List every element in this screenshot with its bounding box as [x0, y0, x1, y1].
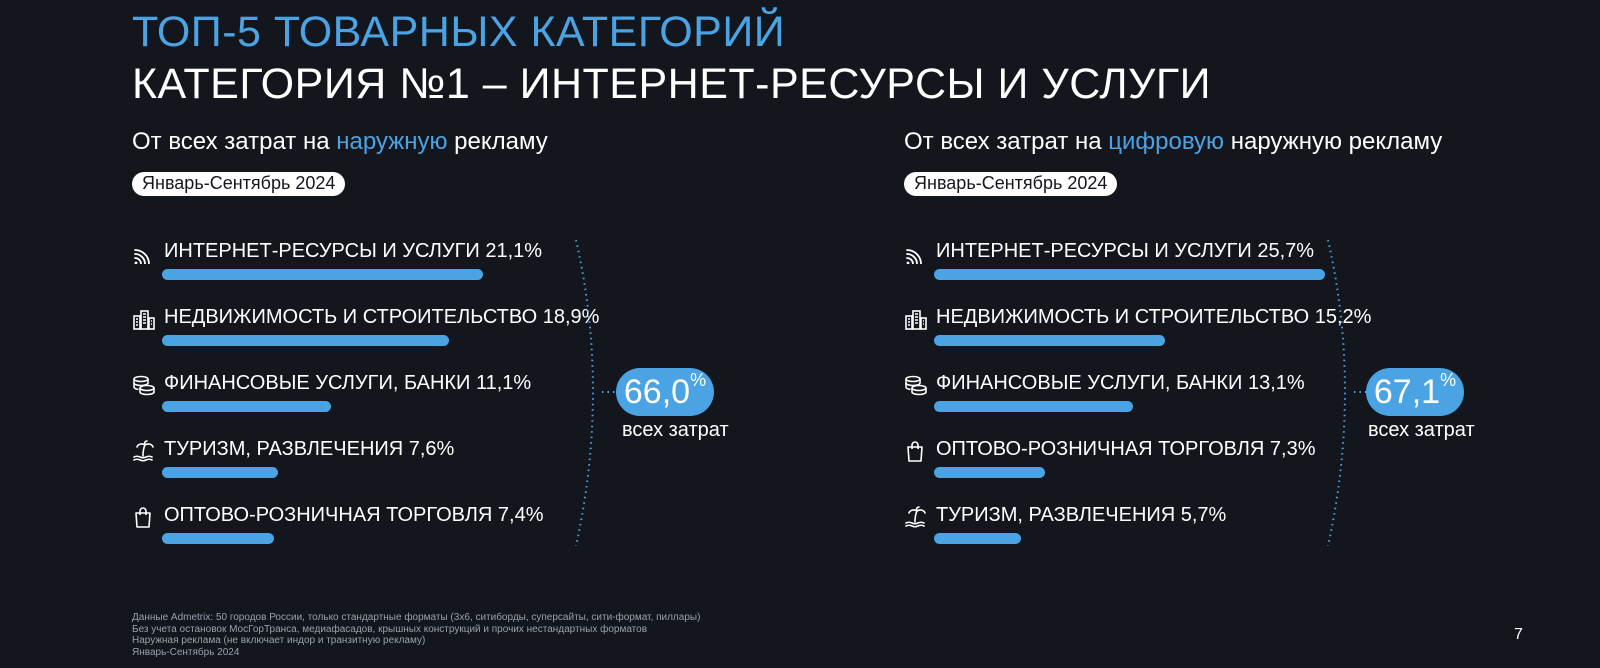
chart-panel-digital: От всех затрат на цифровую наружную рекл… — [904, 128, 1600, 568]
palm-beach-icon — [132, 440, 156, 464]
chart-title-prefix: От всех затрат на — [904, 128, 1109, 155]
coins-icon — [132, 374, 156, 398]
category-label: НЕДВИЖИМОСТЬ И СТРОИТЕЛЬСТВО 15,2% — [936, 306, 1372, 328]
category-label: НЕДВИЖИМОСТЬ И СТРОИТЕЛЬСТВО 18,9% — [164, 306, 600, 328]
category-row: НЕДВИЖИМОСТЬ И СТРОИТЕЛЬСТВО 18,9% — [132, 306, 602, 372]
category-row: ОПТОВО-РОЗНИЧНАЯ ТОРГОВЛЯ 7,4% — [132, 504, 602, 570]
total-caption: всех затрат — [622, 419, 729, 441]
category-list: ИНТЕРНЕТ-РЕСУРСЫ И УСЛУГИ 21,1% НЕДВИЖИМ… — [132, 240, 602, 570]
total-bubble: 67,1% — [1366, 368, 1464, 416]
shopping-bag-icon — [132, 506, 156, 530]
chart-title: От всех затрат на цифровую наружную рекл… — [904, 128, 1442, 156]
category-bar — [162, 533, 275, 544]
category-label: ИНТЕРНЕТ-РЕСУРСЫ И УСЛУГИ 25,7% — [936, 240, 1315, 262]
period-badge: Январь-Сентябрь 2024 — [904, 172, 1118, 196]
category-label: ОПТОВО-РОЗНИЧНАЯ ТОРГОВЛЯ 7,4% — [164, 504, 544, 526]
total-value: 66,0 — [623, 373, 691, 411]
page-title: ТОП-5 ТОВАРНЫХ КАТЕГОРИЙ — [132, 8, 786, 56]
category-list: ИНТЕРНЕТ-РЕСУРСЫ И УСЛУГИ 25,7% НЕДВИЖИМ… — [904, 240, 1374, 570]
category-label: ФИНАНСОВЫЕ УСЛУГИ, БАНКИ 13,1% — [936, 372, 1305, 394]
total-caption: всех затрат — [1368, 419, 1475, 441]
shopping-bag-icon — [904, 440, 928, 464]
total-value: 67,1 — [1373, 373, 1441, 411]
category-bar — [162, 335, 450, 346]
buildings-icon — [132, 308, 156, 332]
category-label: ОПТОВО-РОЗНИЧНАЯ ТОРГОВЛЯ 7,3% — [936, 438, 1316, 460]
category-row: ТУРИЗМ, РАЗВЛЕЧЕНИЯ 7,6% — [132, 438, 602, 504]
page-number: 7 — [1514, 626, 1523, 643]
category-row: НЕДВИЖИМОСТЬ И СТРОИТЕЛЬСТВО 15,2% — [904, 306, 1374, 372]
category-bar — [934, 401, 1134, 412]
category-row: ФИНАНСОВЫЕ УСЛУГИ, БАНКИ 13,1% — [904, 372, 1374, 438]
category-row: ФИНАНСОВЫЕ УСЛУГИ, БАНКИ 11,1% — [132, 372, 602, 438]
coins-icon — [904, 374, 928, 398]
footnotes: Данные Admetrix: 50 городов России, толь… — [132, 612, 700, 658]
category-bar — [162, 401, 331, 412]
category-bar — [934, 335, 1166, 346]
total-unit: % — [1440, 370, 1457, 390]
chart-title-highlight: цифровую — [1108, 128, 1225, 155]
chart-title-highlight: наружную — [336, 128, 448, 155]
page-subtitle: КАТЕГОРИЯ №1 – ИНТЕРНЕТ-РЕСУРСЫ И УСЛУГИ — [132, 60, 1212, 108]
category-row: ИНТЕРНЕТ-РЕСУРСЫ И УСЛУГИ 21,1% — [132, 240, 602, 306]
category-label: ТУРИЗМ, РАЗВЛЕЧЕНИЯ 7,6% — [164, 438, 455, 460]
category-bar — [162, 467, 278, 478]
chart-title-suffix: рекламу — [447, 128, 548, 155]
footnote-line: Без учета остановок МосГорТранса, медиаф… — [132, 623, 647, 635]
palm-beach-icon — [904, 506, 928, 530]
chart-title: От всех затрат на наружную рекламу — [132, 128, 548, 156]
category-label: ФИНАНСОВЫЕ УСЛУГИ, БАНКИ 11,1% — [164, 372, 532, 394]
total-unit: % — [690, 370, 707, 390]
footnote-line: Январь-Сентябрь 2024 — [132, 646, 240, 658]
category-row: ИНТЕРНЕТ-РЕСУРСЫ И УСЛУГИ 25,7% — [904, 240, 1374, 306]
wifi-icon — [904, 242, 928, 266]
category-label: ИНТЕРНЕТ-РЕСУРСЫ И УСЛУГИ 21,1% — [164, 240, 543, 262]
total-bubble: 66,0% — [616, 368, 714, 416]
chart-title-suffix: наружную рекламу — [1224, 128, 1443, 155]
category-bar — [162, 269, 483, 280]
category-row: ТУРИЗМ, РАЗВЛЕЧЕНИЯ 5,7% — [904, 504, 1374, 570]
footnote-line: Наружная реклама (не включает индор и тр… — [132, 635, 426, 646]
category-row: ОПТОВО-РОЗНИЧНАЯ ТОРГОВЛЯ 7,3% — [904, 438, 1374, 504]
chart-title-prefix: От всех затрат на — [132, 128, 337, 155]
period-badge: Январь-Сентябрь 2024 — [132, 172, 346, 196]
buildings-icon — [904, 308, 928, 332]
chart-panel-outdoor: От всех затрат на наружную рекламу Январ… — [132, 128, 872, 568]
footnote-line: Данные Admetrix: 50 городов России, толь… — [132, 612, 701, 623]
category-label: ТУРИЗМ, РАЗВЛЕЧЕНИЯ 5,7% — [936, 504, 1227, 526]
category-bar — [934, 533, 1021, 544]
wifi-icon — [132, 242, 156, 266]
category-bar — [934, 467, 1045, 478]
category-bar — [934, 269, 1325, 280]
